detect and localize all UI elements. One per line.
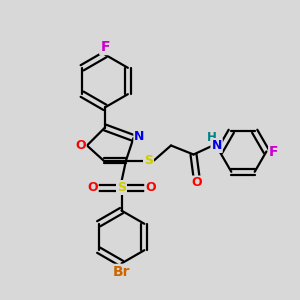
Text: O: O [145, 181, 156, 194]
Text: F: F [100, 40, 110, 54]
Text: S: S [117, 181, 126, 194]
Text: H: H [207, 130, 216, 144]
Text: N: N [212, 139, 222, 152]
Text: O: O [191, 176, 202, 190]
Text: F: F [269, 145, 279, 158]
Text: O: O [75, 139, 86, 152]
Text: Br: Br [113, 265, 130, 279]
Text: O: O [87, 181, 98, 194]
Text: N: N [134, 130, 145, 143]
Text: S: S [144, 154, 153, 167]
